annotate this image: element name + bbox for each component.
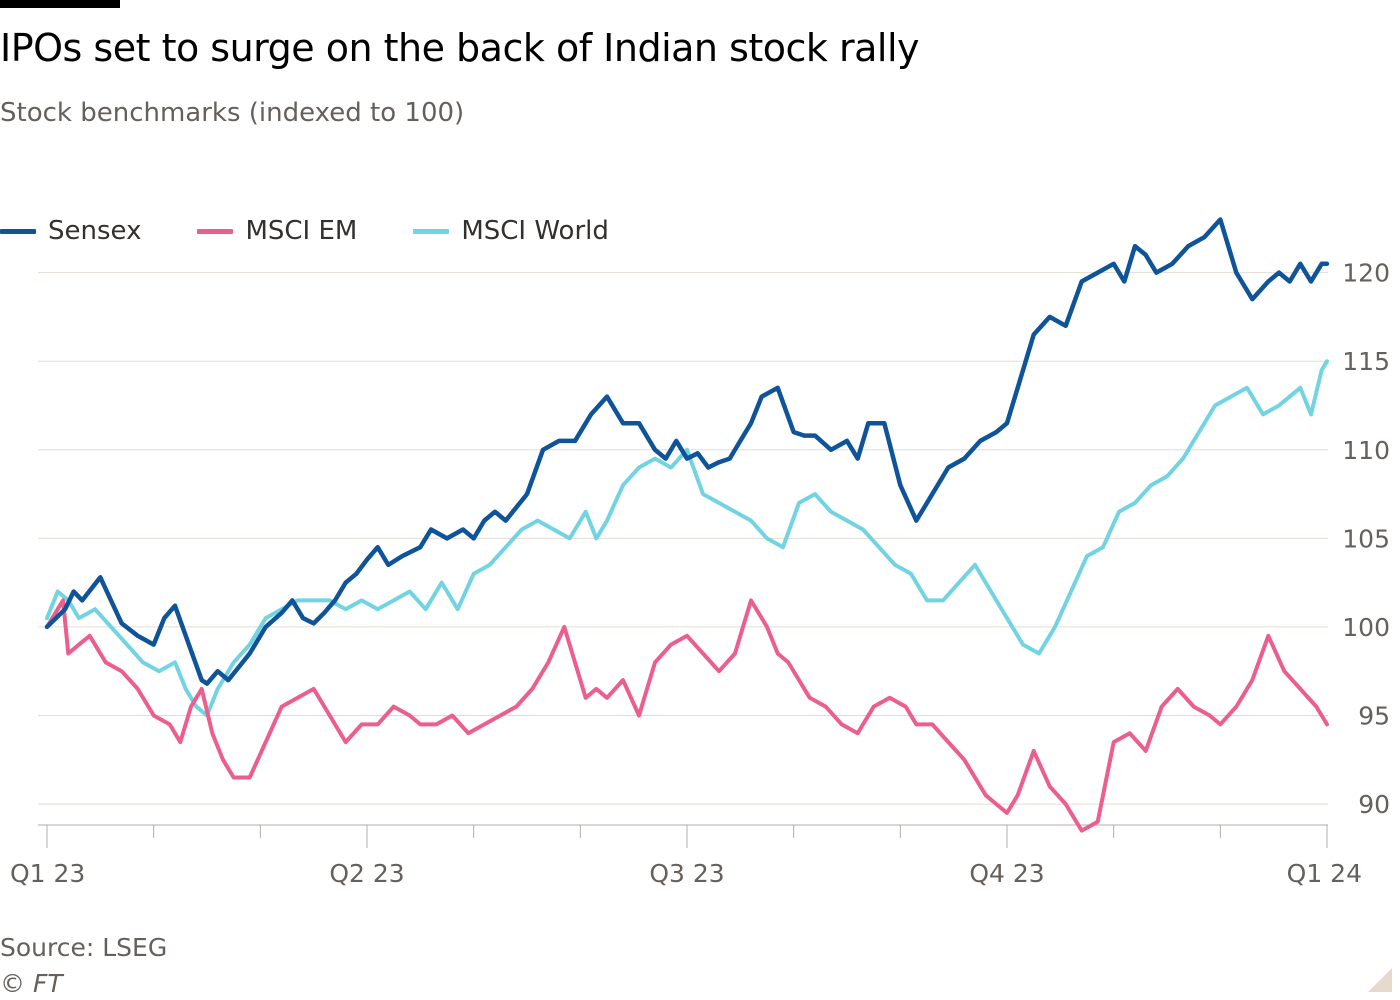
ft-credit: © FT bbox=[0, 969, 63, 998]
series-line-sensex bbox=[44, 217, 1330, 686]
y-tick-label-100: 100 bbox=[1342, 613, 1390, 642]
y-tick-label-115: 115 bbox=[1342, 347, 1390, 376]
corner-fold-icon bbox=[1368, 968, 1392, 992]
legend-label-sensex: Sensex bbox=[48, 216, 142, 246]
header-rule bbox=[0, 0, 120, 8]
series-line-msci-em bbox=[45, 598, 1329, 833]
x-tick-label-4: Q1 24 bbox=[1287, 859, 1362, 888]
y-tick-label-105: 105 bbox=[1342, 524, 1390, 553]
x-tick-label-2: Q3 23 bbox=[649, 859, 724, 888]
legend-label-msci-world: MSCI World bbox=[461, 216, 609, 246]
legend-item-msci-em: MSCI EM bbox=[197, 216, 357, 246]
legend-swatch-msci-world bbox=[413, 228, 450, 234]
y-tick-label-90: 90 bbox=[1358, 790, 1390, 819]
legend-label-msci-em: MSCI EM bbox=[245, 216, 358, 246]
y-tick-label-110: 110 bbox=[1342, 436, 1390, 465]
legend: Sensex MSCI EM MSCI World bbox=[0, 213, 665, 249]
x-tick-label-1: Q2 23 bbox=[329, 859, 404, 888]
legend-swatch-sensex bbox=[0, 228, 36, 234]
x-tick-label-0: Q1 23 bbox=[10, 859, 85, 888]
source-note: Source: LSEG bbox=[0, 933, 168, 962]
series-line-msci-world bbox=[45, 359, 1329, 718]
y-tick-label-120: 120 bbox=[1342, 259, 1390, 288]
y-tick-label-95: 95 bbox=[1358, 702, 1390, 731]
legend-swatch-msci-em bbox=[197, 228, 234, 234]
legend-item-msci-world: MSCI World bbox=[413, 216, 609, 246]
legend-item-sensex: Sensex bbox=[0, 216, 141, 246]
x-tick-label-3: Q4 23 bbox=[969, 859, 1044, 888]
chart-title: IPOs set to surge on the back of Indian … bbox=[0, 26, 920, 70]
chart-subtitle: Stock benchmarks (indexed to 100) bbox=[0, 98, 465, 128]
